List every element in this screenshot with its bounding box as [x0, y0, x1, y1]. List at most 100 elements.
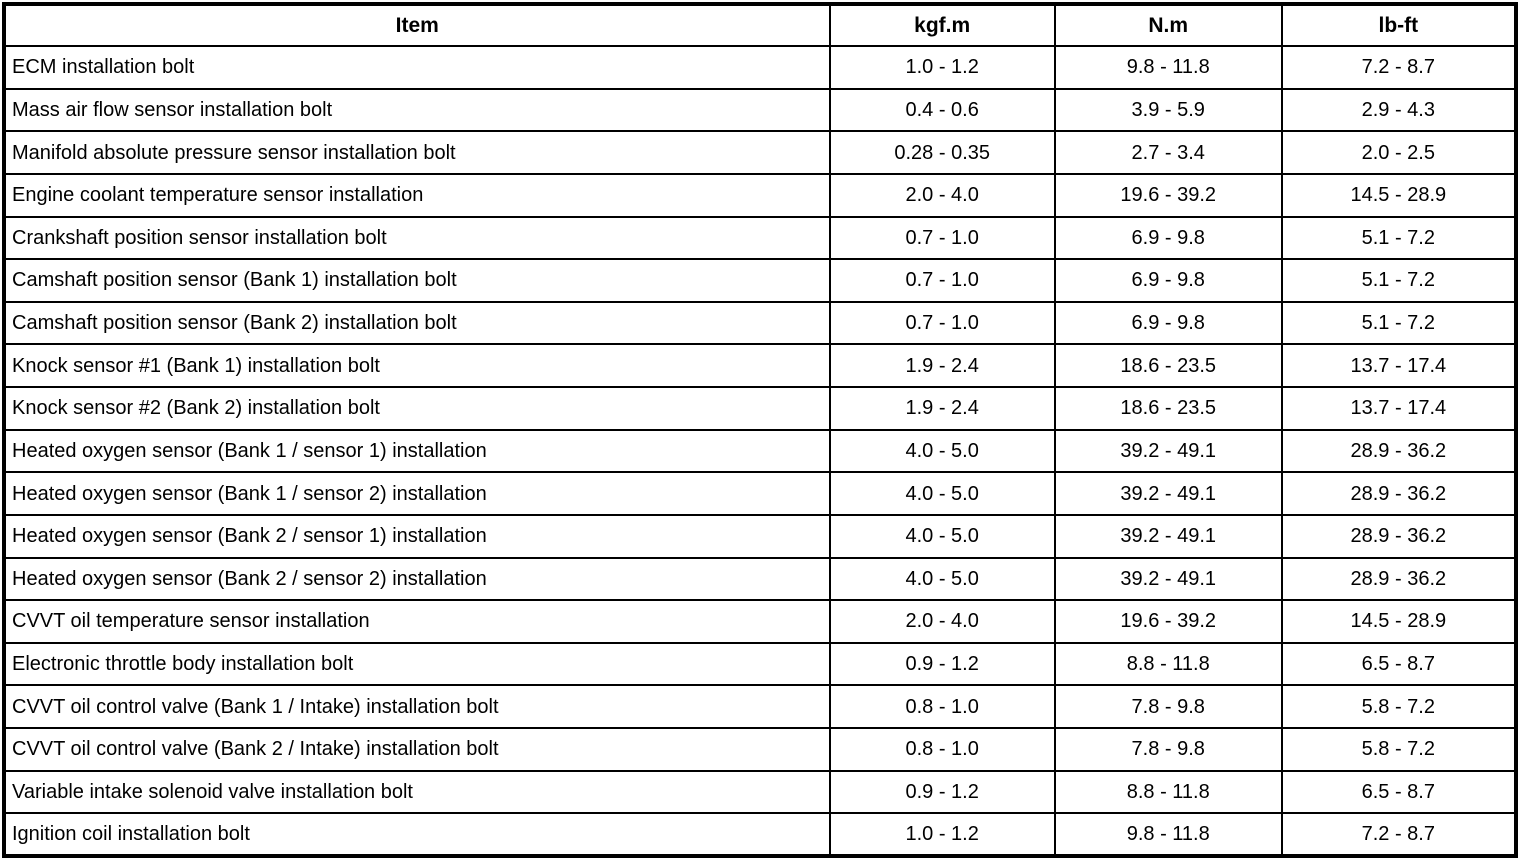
item-cell: Heated oxygen sensor (Bank 1 / sensor 2)… — [3, 471, 831, 516]
table-row: Crankshaft position sensor installation … — [3, 215, 1518, 261]
kgfm-cell: 2.0 - 4.0 — [828, 172, 1056, 218]
kgfm-cell: 0.4 - 0.6 — [828, 87, 1056, 133]
nm-cell: 19.6 - 39.2 — [1053, 599, 1283, 644]
table-row: CVVT oil control valve (Bank 1 / Intake)… — [3, 684, 1518, 729]
nm-cell: 9.8 - 11.8 — [1053, 812, 1283, 857]
nm-cell: 7.8 - 9.8 — [1053, 727, 1283, 772]
item-cell: Electronic throttle body installation bo… — [3, 641, 831, 687]
kgfm-cell: 1.9 - 2.4 — [828, 386, 1056, 431]
item-cell: Mass air flow sensor installation bolt — [3, 87, 831, 133]
table-row: Knock sensor #1 (Bank 1) installation bo… — [3, 343, 1518, 388]
lbft-cell: 28.9 - 36.2 — [1280, 513, 1518, 559]
table-row: Variable intake solenoid valve installat… — [3, 769, 1518, 815]
table-row: Knock sensor #2 (Bank 2) installation bo… — [3, 386, 1518, 431]
nm-cell: 18.6 - 23.5 — [1053, 343, 1283, 388]
table-body: ECM installation bolt 1.0 - 1.2 9.8 - 11.8… — [3, 45, 1518, 857]
kgfm-cell: 0.8 - 1.0 — [828, 727, 1056, 772]
nm-cell: 6.9 - 9.8 — [1053, 300, 1283, 346]
table-row: ECM installation bolt 1.0 - 1.2 9.8 - 11.8… — [3, 45, 1518, 90]
table-header-row: Item kgf.m N.m lb-ft — [3, 3, 1518, 47]
kgfm-cell: 4.0 - 5.0 — [828, 513, 1056, 559]
table-row: Electronic throttle body installation bo… — [3, 641, 1518, 687]
lbft-cell: 6.5 - 8.7 — [1280, 769, 1518, 815]
item-cell: CVVT oil control valve (Bank 1 / Intake)… — [3, 684, 831, 729]
item-cell: Manifold absolute pressure sensor instal… — [3, 130, 831, 175]
item-cell: Heated oxygen sensor (Bank 2 / sensor 2)… — [3, 556, 831, 602]
item-cell: Crankshaft position sensor installation … — [3, 215, 831, 261]
nm-cell: 19.6 - 39.2 — [1053, 172, 1283, 218]
item-cell: Heated oxygen sensor (Bank 2 / sensor 1)… — [3, 513, 831, 559]
nm-cell: 2.7 - 3.4 — [1053, 130, 1283, 175]
lbft-cell: 28.9 - 36.2 — [1280, 428, 1518, 474]
table-row: CVVT oil control valve (Bank 2 / Intake)… — [3, 727, 1518, 772]
item-cell: Knock sensor #1 (Bank 1) installation bo… — [3, 343, 831, 388]
item-cell: Ignition coil installation bolt — [3, 812, 831, 857]
lbft-cell: 7.2 - 8.7 — [1280, 45, 1518, 90]
item-cell: Camshaft position sensor (Bank 1) instal… — [3, 258, 831, 303]
kgfm-cell: 0.9 - 1.2 — [828, 769, 1056, 815]
nm-cell: 18.6 - 23.5 — [1053, 386, 1283, 431]
kgfm-cell: 0.7 - 1.0 — [828, 300, 1056, 346]
kgfm-cell: 1.9 - 2.4 — [828, 343, 1056, 388]
nm-cell: 3.9 - 5.9 — [1053, 87, 1283, 133]
kgfm-cell: 0.9 - 1.2 — [828, 641, 1056, 687]
lbft-cell: 6.5 - 8.7 — [1280, 641, 1518, 687]
nm-cell: 39.2 - 49.1 — [1053, 471, 1283, 516]
item-cell: Knock sensor #2 (Bank 2) installation bo… — [3, 386, 831, 431]
table-row: Camshaft position sensor (Bank 1) instal… — [3, 258, 1518, 303]
table-row: Engine coolant temperature sensor instal… — [3, 172, 1518, 218]
table-row: Heated oxygen sensor (Bank 1 / sensor 2)… — [3, 471, 1518, 516]
table-row: Mass air flow sensor installation bolt 0.… — [3, 87, 1518, 133]
table-row: Manifold absolute pressure sensor instal… — [3, 130, 1518, 175]
lbft-cell: 14.5 - 28.9 — [1280, 172, 1518, 218]
item-cell: Engine coolant temperature sensor instal… — [3, 172, 831, 218]
nm-cell: 6.9 - 9.8 — [1053, 215, 1283, 261]
column-header-kgfm: kgf.m — [828, 3, 1056, 47]
nm-cell: 8.8 - 11.8 — [1053, 769, 1283, 815]
nm-cell: 39.2 - 49.1 — [1053, 556, 1283, 602]
kgfm-cell: 4.0 - 5.0 — [828, 471, 1056, 516]
lbft-cell: 5.1 - 7.2 — [1280, 215, 1518, 261]
lbft-cell: 5.8 - 7.2 — [1280, 684, 1518, 729]
item-cell: CVVT oil temperature sensor installation — [3, 599, 831, 644]
column-header-nm: N.m — [1053, 3, 1283, 47]
lbft-cell: 7.2 - 8.7 — [1280, 812, 1518, 857]
table-row: Heated oxygen sensor (Bank 2 / sensor 2)… — [3, 556, 1518, 602]
nm-cell: 9.8 - 11.8 — [1053, 45, 1283, 90]
kgfm-cell: 4.0 - 5.0 — [828, 556, 1056, 602]
kgfm-cell: 1.0 - 1.2 — [828, 45, 1056, 90]
column-header-item: Item — [3, 3, 831, 47]
kgfm-cell: 0.7 - 1.0 — [828, 258, 1056, 303]
nm-cell: 39.2 - 49.1 — [1053, 428, 1283, 474]
kgfm-cell: 1.0 - 1.2 — [828, 812, 1056, 857]
table-row: Heated oxygen sensor (Bank 2 / sensor 1)… — [3, 513, 1518, 559]
nm-cell: 8.8 - 11.8 — [1053, 641, 1283, 687]
lbft-cell: 2.9 - 4.3 — [1280, 87, 1518, 133]
kgfm-cell: 0.28 - 0.35 — [828, 130, 1056, 175]
lbft-cell: 2.0 - 2.5 — [1280, 130, 1518, 175]
kgfm-cell: 0.8 - 1.0 — [828, 684, 1056, 729]
kgfm-cell: 4.0 - 5.0 — [828, 428, 1056, 474]
lbft-cell: 14.5 - 28.9 — [1280, 599, 1518, 644]
lbft-cell: 13.7 - 17.4 — [1280, 386, 1518, 431]
item-cell: Camshaft position sensor (Bank 2) instal… — [3, 300, 831, 346]
lbft-cell: 13.7 - 17.4 — [1280, 343, 1518, 388]
table-row: Camshaft position sensor (Bank 2) instal… — [3, 300, 1518, 346]
item-cell: ECM installation bolt — [3, 45, 831, 90]
table-row: Ignition coil installation bolt 1.0 - 1.2… — [3, 812, 1518, 857]
nm-cell: 6.9 - 9.8 — [1053, 258, 1283, 303]
item-cell: CVVT oil control valve (Bank 2 / Intake)… — [3, 727, 831, 772]
item-cell: Heated oxygen sensor (Bank 1 / sensor 1)… — [3, 428, 831, 474]
lbft-cell: 5.8 - 7.2 — [1280, 727, 1518, 772]
item-cell: Variable intake solenoid valve installat… — [3, 769, 831, 815]
nm-cell: 39.2 - 49.1 — [1053, 513, 1283, 559]
kgfm-cell: 2.0 - 4.0 — [828, 599, 1056, 644]
lbft-cell: 28.9 - 36.2 — [1280, 556, 1518, 602]
table-row: CVVT oil temperature sensor installation… — [3, 599, 1518, 644]
kgfm-cell: 0.7 - 1.0 — [828, 215, 1056, 261]
column-header-lbft: lb-ft — [1280, 3, 1518, 47]
nm-cell: 7.8 - 9.8 — [1053, 684, 1283, 729]
lbft-cell: 5.1 - 7.2 — [1280, 300, 1518, 346]
